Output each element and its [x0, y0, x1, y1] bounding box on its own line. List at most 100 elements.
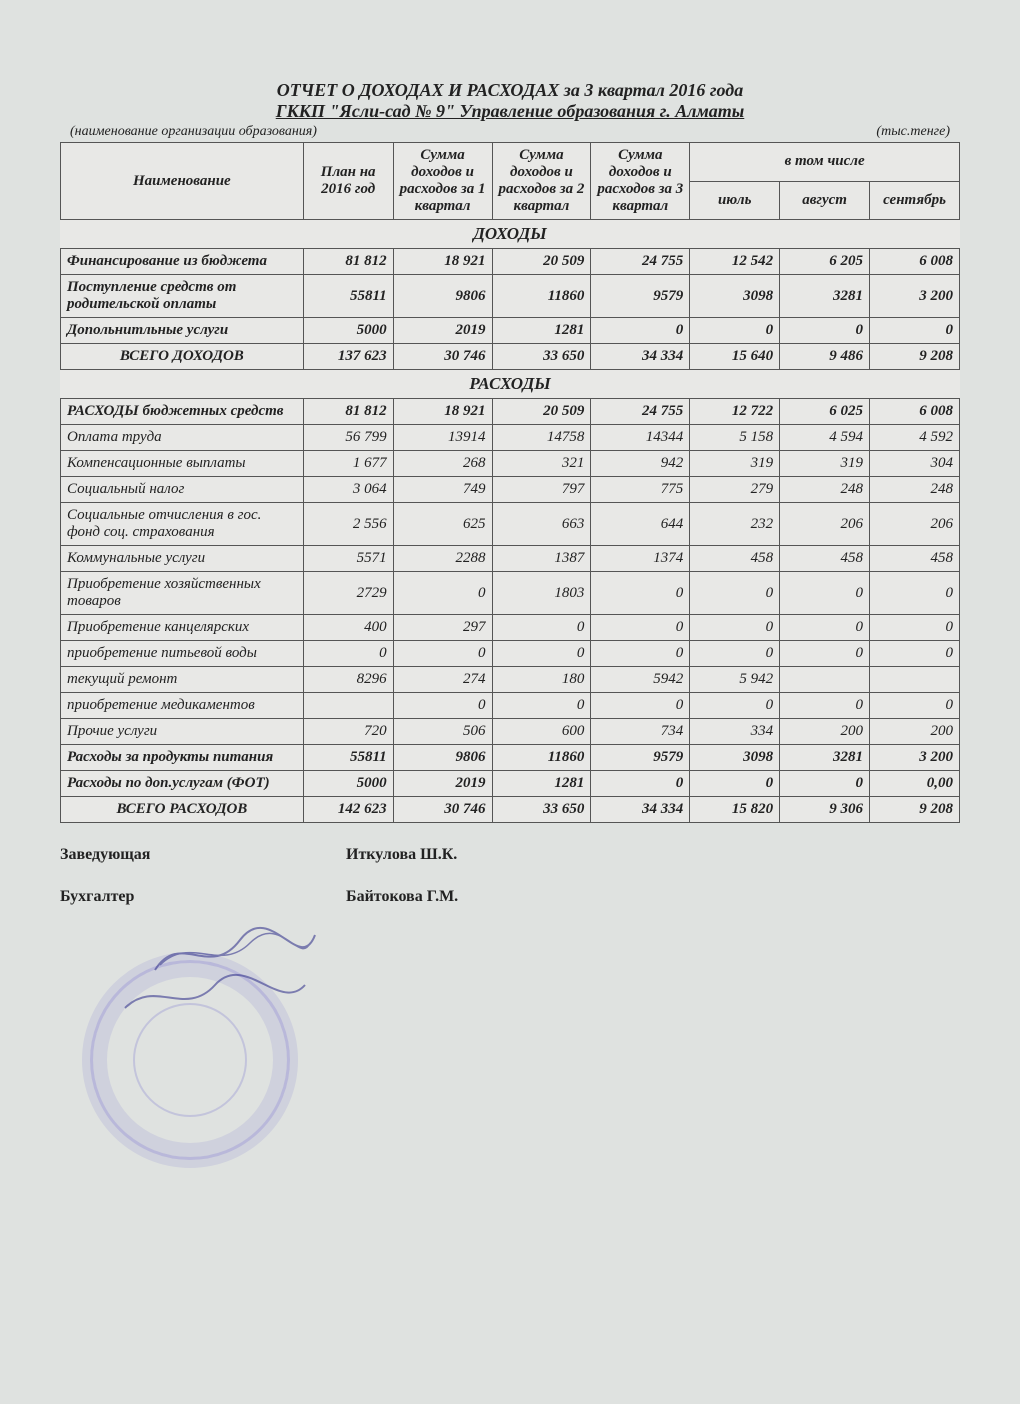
cell-value: 0 [591, 641, 690, 667]
cell-value: 30 746 [393, 797, 492, 823]
row-label: приобретение медикаментов [61, 693, 304, 719]
cell-value: 749 [393, 477, 492, 503]
cell-value: 3 200 [870, 275, 960, 318]
row-label: Приобретение канцелярских [61, 615, 304, 641]
cell-value: 0 [690, 641, 780, 667]
cell-value: 200 [780, 719, 870, 745]
signature-gap [178, 841, 338, 869]
cell-value: 5571 [303, 546, 393, 572]
row-label: приобретение питьевой воды [61, 641, 304, 667]
official-stamp [90, 960, 290, 1160]
cell-value: 274 [393, 667, 492, 693]
cell-value: 20 509 [492, 399, 591, 425]
cell-value: 942 [591, 451, 690, 477]
row-label: Оплата труда [61, 425, 304, 451]
table-row: РАСХОДЫ бюджетных средств81 81218 92120 … [61, 399, 960, 425]
signature-scribble [150, 925, 320, 985]
cell-value: 0 [780, 693, 870, 719]
cell-value: 34 334 [591, 797, 690, 823]
table-head: Наименование План на 2016 год Сумма дохо… [61, 143, 960, 220]
cell-value: 0 [393, 572, 492, 615]
cell-value: 34 334 [591, 344, 690, 370]
row-label: Приобретение хозяйственных товаров [61, 572, 304, 615]
row-label: Финансирование из бюджета [61, 249, 304, 275]
cell-value: 15 640 [690, 344, 780, 370]
row-label: Допольнитльные услуги [61, 318, 304, 344]
cell-value: 248 [870, 477, 960, 503]
cell-value: 0 [780, 771, 870, 797]
cell-value: 458 [870, 546, 960, 572]
col-q1: Сумма доходов и расходов за 1 квартал [393, 143, 492, 220]
cell-value: 797 [492, 477, 591, 503]
cell-value: 33 650 [492, 797, 591, 823]
cell-value: 3 200 [870, 745, 960, 771]
cell-value: 24 755 [591, 399, 690, 425]
section-row: РАСХОДЫ [61, 370, 960, 399]
row-label: Поступление средств от родительской опла… [61, 275, 304, 318]
row-label: Социальный налог [61, 477, 304, 503]
cell-value: 458 [780, 546, 870, 572]
signature-gap [178, 883, 338, 911]
signature-scribble [120, 973, 310, 1023]
table-row: ВСЕГО ДОХОДОВ137 62330 74633 65034 33415… [61, 344, 960, 370]
signature-name: Байтокова Г.М. [346, 888, 458, 906]
cell-value: 18 921 [393, 399, 492, 425]
cell-value: 644 [591, 503, 690, 546]
cell-value: 0 [870, 693, 960, 719]
cell-value: 5000 [303, 771, 393, 797]
cell-value: 9806 [393, 745, 492, 771]
cell-value: 0 [870, 641, 960, 667]
cell-value: 33 650 [492, 344, 591, 370]
col-q3: Сумма доходов и расходов за 3 квартал [591, 143, 690, 220]
cell-value: 9 208 [870, 797, 960, 823]
cell-value: 142 623 [303, 797, 393, 823]
cell-value: 6 025 [780, 399, 870, 425]
cell-value: 2288 [393, 546, 492, 572]
col-aug: август [780, 181, 870, 220]
row-label: Расходы по доп.услугам (ФОТ) [61, 771, 304, 797]
cell-value: 9 208 [870, 344, 960, 370]
cell-value: 734 [591, 719, 690, 745]
table-row: приобретение медикаментов000000 [61, 693, 960, 719]
cell-value: 9806 [393, 275, 492, 318]
cell-value: 663 [492, 503, 591, 546]
col-plan: План на 2016 год [303, 143, 393, 220]
cell-value: 55811 [303, 275, 393, 318]
cell-value: 200 [870, 719, 960, 745]
table-row: Коммунальные услуги557122881387137445845… [61, 546, 960, 572]
cell-value: 14344 [591, 425, 690, 451]
cell-value: 3 064 [303, 477, 393, 503]
cell-value: 2729 [303, 572, 393, 615]
table-row: Компенсационные выплаты1 677268321942319… [61, 451, 960, 477]
cell-value: 206 [780, 503, 870, 546]
col-including: в том числе [690, 143, 960, 182]
report-table: Наименование План на 2016 год Сумма дохо… [60, 142, 960, 823]
cell-value: 180 [492, 667, 591, 693]
cell-value: 4 592 [870, 425, 960, 451]
cell-value: 9 306 [780, 797, 870, 823]
cell-value: 268 [393, 451, 492, 477]
cell-value: 11860 [492, 745, 591, 771]
cell-value: 2019 [393, 771, 492, 797]
cell-value [303, 693, 393, 719]
cell-value: 321 [492, 451, 591, 477]
signature-name: Иткулова Ш.К. [346, 846, 457, 864]
cell-value: 0 [690, 615, 780, 641]
table-row: Социальные отчисления в гос. фонд соц. с… [61, 503, 960, 546]
cell-value: 0 [492, 641, 591, 667]
cell-value: 9 486 [780, 344, 870, 370]
row-label: ВСЕГО РАСХОДОВ [61, 797, 304, 823]
cell-value: 248 [780, 477, 870, 503]
cell-value: 8296 [303, 667, 393, 693]
cell-value: 775 [591, 477, 690, 503]
cell-value: 20 509 [492, 249, 591, 275]
table-row: Допольнитльные услуги5000201912810000 [61, 318, 960, 344]
cell-value: 5 158 [690, 425, 780, 451]
cell-value: 625 [393, 503, 492, 546]
cell-value: 9579 [591, 745, 690, 771]
table-row: Социальный налог3 064749797775279248248 [61, 477, 960, 503]
cell-value: 15 820 [690, 797, 780, 823]
row-label: Социальные отчисления в гос. фонд соц. с… [61, 503, 304, 546]
signatures-block: Заведующая Иткулова Ш.К. Бухгалтер Байто… [60, 841, 960, 911]
cell-value: 0 [303, 641, 393, 667]
